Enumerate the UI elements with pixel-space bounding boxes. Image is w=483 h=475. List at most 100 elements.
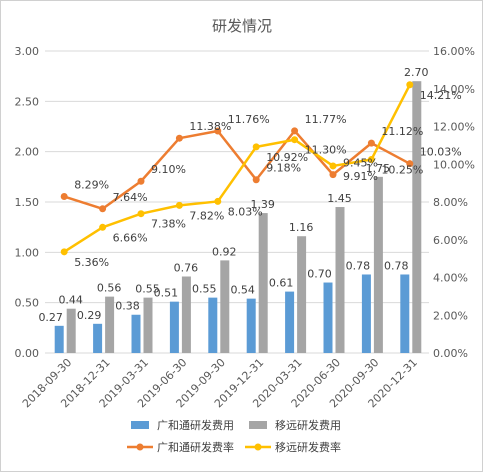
line-point bbox=[99, 223, 107, 231]
line-point bbox=[291, 136, 299, 144]
left-tick-label: 2.00 bbox=[15, 146, 40, 159]
bar-quectel bbox=[373, 176, 383, 353]
line-data-label: 9.10% bbox=[151, 163, 186, 176]
line-point bbox=[252, 143, 260, 151]
bar-data-label: 0.76 bbox=[174, 261, 199, 274]
line-data-label: 5.36% bbox=[74, 256, 109, 269]
bar-data-label: 0.92 bbox=[212, 245, 237, 258]
left-tick-label: 1.50 bbox=[15, 196, 40, 209]
line-point bbox=[137, 177, 145, 185]
line-point bbox=[406, 160, 414, 168]
bar-quectel bbox=[181, 276, 191, 353]
right-tick-label: 14.00% bbox=[433, 83, 475, 96]
right-tick-label: 2.00% bbox=[433, 309, 468, 322]
bar-data-label: 0.44 bbox=[58, 294, 83, 307]
line-data-label: 7.38% bbox=[151, 218, 186, 231]
line-point bbox=[175, 201, 183, 209]
lines bbox=[60, 81, 414, 256]
bar-fibocom bbox=[285, 291, 295, 353]
right-axis: 0.00% 2.00% 4.00% 6.00% 8.00% 10.00% 12.00% 14.… bbox=[433, 45, 475, 360]
bar-fibocom bbox=[246, 298, 256, 353]
line-point bbox=[99, 205, 107, 213]
line-data-label: 10.03% bbox=[420, 146, 462, 159]
bar-data-label: 0.55 bbox=[135, 283, 160, 296]
line-data-label: 8.03% bbox=[228, 205, 263, 218]
bar-quectel bbox=[143, 297, 153, 353]
bar-fibocom bbox=[169, 301, 179, 353]
line-data-label: 6.66% bbox=[113, 231, 148, 244]
line-fibocom-rate bbox=[63, 129, 411, 211]
line-data-label: 10.92% bbox=[266, 151, 308, 164]
line-data-label: 9.91% bbox=[343, 170, 378, 183]
bar-data-label: 0.29 bbox=[77, 309, 102, 322]
bar-data-label: 0.78 bbox=[346, 259, 371, 272]
bar-quectel bbox=[335, 207, 345, 353]
legend-swatch bbox=[136, 443, 144, 451]
line-data-label: 11.30% bbox=[305, 144, 347, 157]
bar-data-label: 0.78 bbox=[384, 259, 409, 272]
line-data-label: 11.38% bbox=[189, 120, 231, 133]
right-tick-label: 10.00% bbox=[433, 158, 475, 171]
line-point bbox=[406, 81, 414, 89]
gridlines bbox=[45, 50, 429, 354]
bar-data-label: 0.70 bbox=[307, 268, 332, 281]
line-data-label: 10.25% bbox=[381, 164, 423, 177]
line-point bbox=[214, 127, 222, 135]
bar-data-label: 1.75 bbox=[366, 162, 391, 175]
legend-label: 移远研发费率 bbox=[275, 440, 341, 454]
bar-fibocom bbox=[208, 297, 218, 353]
line-point bbox=[137, 210, 145, 218]
line-point bbox=[367, 139, 375, 147]
legend-label: 广和通研发费率 bbox=[157, 440, 234, 454]
bar-quectel bbox=[105, 296, 115, 353]
line-data-label: 9.18% bbox=[266, 162, 301, 175]
legend-label: 广和通研发费用 bbox=[157, 418, 234, 432]
line-point bbox=[329, 171, 337, 179]
legend-label: 移远研发费用 bbox=[275, 418, 341, 432]
left-tick-label: 3.00 bbox=[15, 45, 40, 58]
bar-data-label: 0.38 bbox=[115, 300, 140, 313]
bar-quectel bbox=[220, 260, 230, 353]
line-point bbox=[214, 197, 222, 205]
bar-data-label: 0.54 bbox=[230, 284, 255, 297]
x-axis: 2018-09-302018-12-312019-03-312019-06-30… bbox=[20, 356, 420, 410]
right-tick-label: 6.00% bbox=[433, 234, 468, 247]
line-point bbox=[175, 134, 183, 142]
line-point bbox=[367, 156, 375, 164]
right-tick-label: 8.00% bbox=[433, 196, 468, 209]
bar-fibocom bbox=[54, 325, 64, 353]
bar-fibocom bbox=[93, 323, 103, 353]
right-tick-label: 12.00% bbox=[433, 121, 475, 134]
right-tick-label: 16.00% bbox=[433, 45, 475, 58]
legend-swatch bbox=[131, 421, 149, 429]
line-data-label: 11.76% bbox=[228, 113, 270, 126]
bar-fibocom bbox=[361, 274, 371, 353]
left-tick-label: 2.50 bbox=[15, 95, 40, 108]
bar-fibocom bbox=[400, 274, 410, 353]
left-tick-label: 0.00 bbox=[15, 347, 40, 360]
data-labels: 0.27 0.290.380.51 0.55 0.540.610.700.78 0.78… bbox=[38, 66, 461, 324]
bar-data-label: 1.16 bbox=[289, 221, 314, 234]
right-tick-label: 0.00% bbox=[433, 347, 468, 360]
bar-data-label: 1.45 bbox=[327, 192, 352, 205]
left-axis: 0.00 0.50 1.00 1.50 2.00 2.50 3.00 bbox=[15, 45, 40, 360]
bar-data-label: 0.61 bbox=[269, 277, 294, 290]
line-data-label: 7.64% bbox=[113, 191, 148, 204]
line-data-label: 9.45% bbox=[343, 157, 378, 170]
line-data-label: 7.82% bbox=[189, 209, 224, 222]
line-point bbox=[252, 176, 260, 184]
bar-data-label: 0.56 bbox=[97, 282, 122, 295]
bar-data-label: 0.51 bbox=[154, 287, 179, 300]
chart-title: 研发情况 bbox=[212, 17, 272, 35]
bar-data-label: 1.39 bbox=[250, 198, 275, 211]
line-data-label: 11.12% bbox=[381, 125, 423, 138]
bar-quectel bbox=[258, 213, 268, 353]
left-tick-label: 1.00 bbox=[15, 246, 40, 259]
line-point bbox=[291, 127, 299, 135]
legend-swatch bbox=[254, 443, 262, 451]
line-quectel-rate bbox=[63, 84, 411, 253]
bar-quectel bbox=[297, 236, 307, 353]
